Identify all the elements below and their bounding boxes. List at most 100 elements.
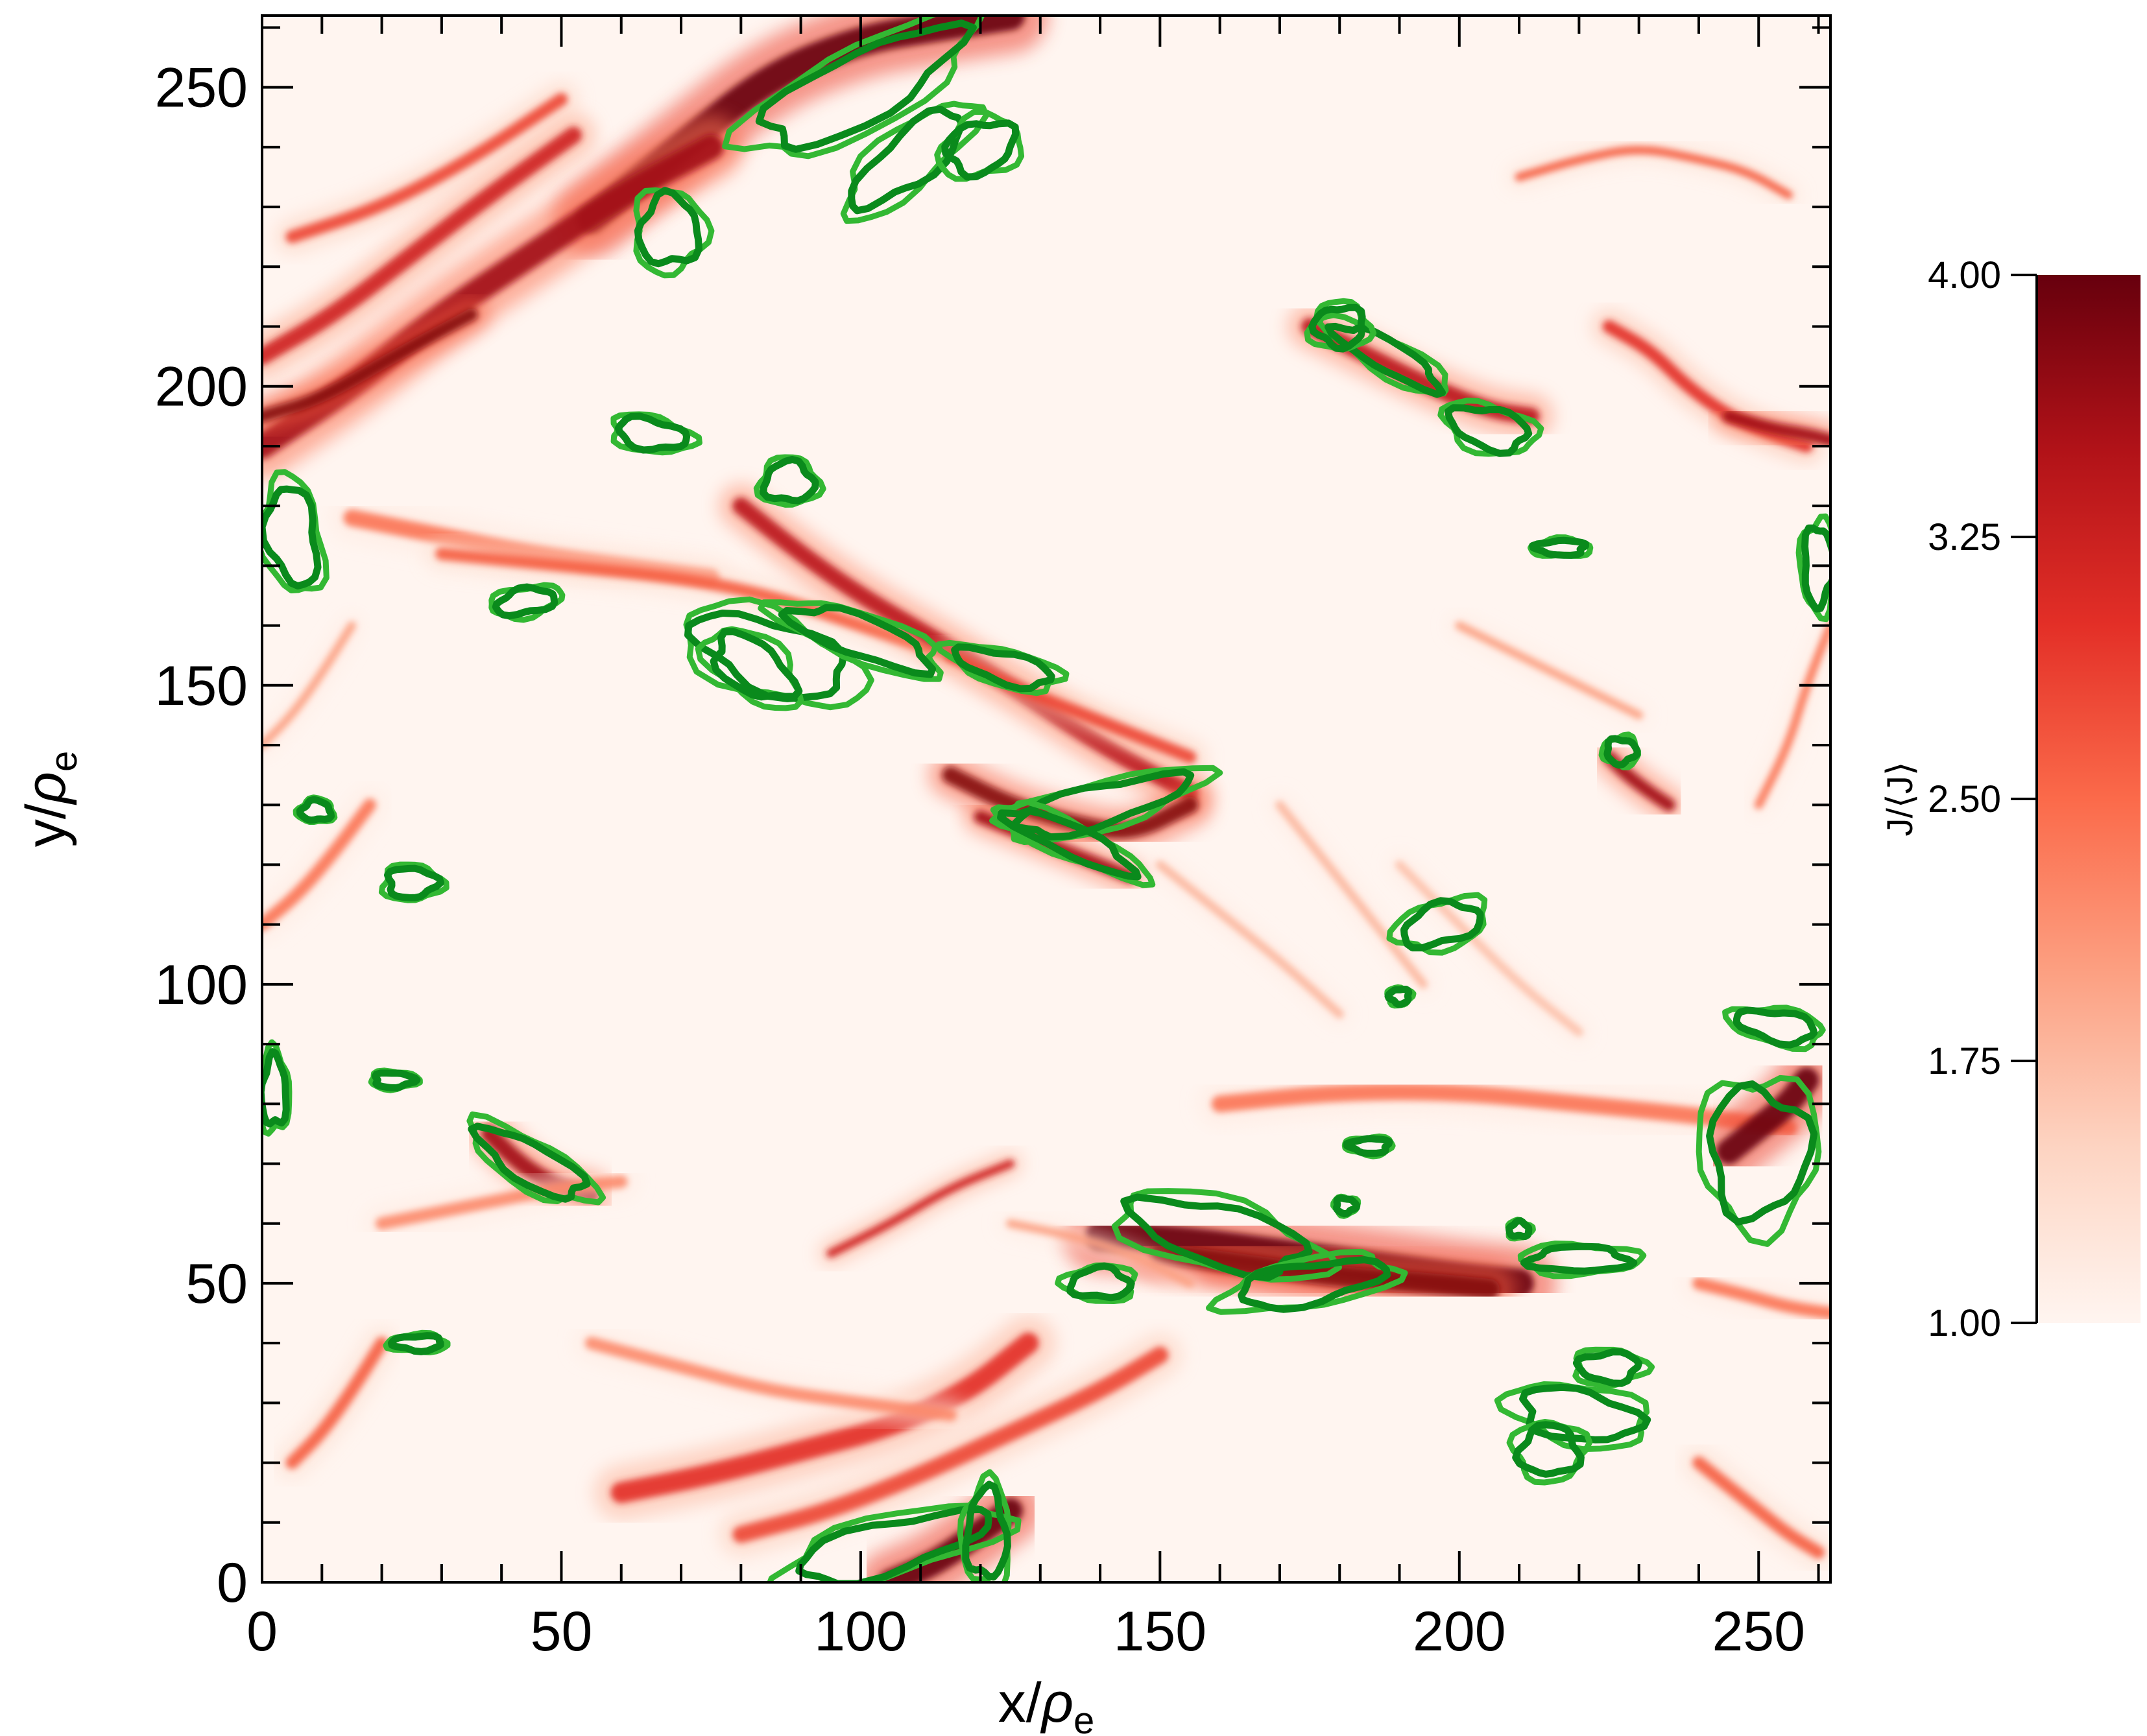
intensity-streak-28 xyxy=(1455,621,1644,720)
x-axis-label: x/ρe xyxy=(998,1672,1094,1736)
intensity-streak-14 xyxy=(1716,1067,1819,1165)
contour-outer-27 xyxy=(1206,1248,1408,1315)
contour-outer-3 xyxy=(934,109,1025,182)
x-tick-label-200: 200 xyxy=(1413,1600,1506,1663)
x-tick-label-250: 250 xyxy=(1712,1600,1806,1663)
contour-inner-31 xyxy=(262,1048,290,1128)
contour-inner-40 xyxy=(1505,1217,1533,1240)
contour-inner-10 xyxy=(492,583,558,620)
intensity-streak-13 xyxy=(1211,1083,1797,1137)
intensity-streak-29 xyxy=(1692,1456,1825,1559)
colorbar-ticks: 1.00 1.75 2.50 3.25 4.00 xyxy=(1928,254,2037,1344)
contour-inner-1 xyxy=(634,187,702,268)
contour-inner-6 xyxy=(614,412,691,454)
contour-inner-25 xyxy=(1520,1243,1638,1275)
contour-inner-7 xyxy=(760,456,819,505)
contour-inner-29 xyxy=(468,1123,591,1203)
y-tick-label-150: 150 xyxy=(155,655,248,717)
intensity-streak-35 xyxy=(584,1337,957,1421)
contour-inner-0 xyxy=(755,19,977,153)
contour-inner-23 xyxy=(1733,1006,1818,1049)
y-axis-label-greek: ρ xyxy=(15,772,77,805)
contour-outer-9 xyxy=(1795,513,1830,623)
contour-inner-14 xyxy=(951,643,1055,693)
contour-inner-35 xyxy=(1572,1348,1643,1387)
y-tick-label-50: 50 xyxy=(186,1253,248,1315)
x-axis-label-greek: ρ xyxy=(1040,1672,1074,1734)
contour-outer-4 xyxy=(1316,312,1449,397)
intensity-streak-33 xyxy=(1275,800,1428,989)
contour-outer-12 xyxy=(695,626,804,711)
y-tick-label-200: 200 xyxy=(155,356,248,418)
colorbar-tick-label-2: 2.50 xyxy=(1928,778,2001,820)
contour-inner-37 xyxy=(962,1480,1011,1581)
intensity-streak-25 xyxy=(1515,146,1793,200)
contour-inner-17 xyxy=(1529,536,1589,559)
contour-inner-28 xyxy=(1066,1262,1135,1302)
contour-inner-13 xyxy=(778,604,937,678)
contour-inner-30 xyxy=(371,1069,421,1091)
intensity-streak-2 xyxy=(262,126,582,365)
plot-frame xyxy=(261,14,1832,1584)
intensity-streak-20 xyxy=(285,1337,389,1469)
colorbar: 1.00 1.75 2.50 3.25 4.00 J/⟨J⟩ xyxy=(1879,254,2141,1344)
contour-inner-4 xyxy=(1325,322,1446,398)
contour-inner-20 xyxy=(1384,986,1413,1008)
y-tick-label-250: 250 xyxy=(155,57,248,119)
current-intensity-field xyxy=(262,16,1830,1582)
y-axis-label-subscript: e xyxy=(43,751,85,772)
colorbar-tick-label-1: 1.75 xyxy=(1928,1040,2001,1082)
contour-inner-34 xyxy=(1512,1421,1585,1478)
contour-inner-19 xyxy=(1400,897,1484,952)
contour-outer-33 xyxy=(1494,1381,1650,1453)
x-tick-label-100: 100 xyxy=(814,1600,907,1663)
contour-inner-5 xyxy=(1445,404,1533,457)
contour-inner-9 xyxy=(1801,524,1830,613)
colorbar-tick-label-4: 4.00 xyxy=(1928,254,2001,296)
intensity-streak-36 xyxy=(826,1159,1015,1258)
contour-inner-24 xyxy=(1706,1080,1818,1226)
contour-inner-18 xyxy=(1603,735,1641,769)
contour-outer-36 xyxy=(767,1503,1022,1582)
intensity-streak-22 xyxy=(262,621,356,750)
contour-inner-41 xyxy=(1308,303,1366,353)
x-tick-label-150: 150 xyxy=(1114,1600,1207,1663)
contour-inner-21 xyxy=(384,864,444,901)
intensity-streak-6 xyxy=(435,547,957,662)
intensity-streak-37 xyxy=(1006,1219,1194,1288)
intensity-streak-32 xyxy=(1155,860,1344,1019)
y-axis-label: y/ρe xyxy=(15,751,85,847)
contour-inner-32 xyxy=(387,1332,444,1355)
y-tick-label-100: 100 xyxy=(155,954,248,1016)
intensity-streak-4 xyxy=(262,308,478,423)
contour-inner-27 xyxy=(1238,1256,1391,1313)
colorbar-label: J/⟨J⟩ xyxy=(1879,761,1920,836)
contour-inner-38 xyxy=(1343,1135,1393,1157)
contour-inner-33 xyxy=(1519,1383,1651,1444)
y-axis: 0 50 100 150 200 250 xyxy=(155,26,1830,1614)
intensity-streak-16 xyxy=(375,1175,628,1230)
contour-outer-0 xyxy=(722,16,985,160)
colorbar-gradient xyxy=(2037,275,2141,1323)
x-axis-label-subscript: e xyxy=(1074,1700,1094,1736)
contour-inner-22 xyxy=(296,796,335,824)
contour-inner-16 xyxy=(997,807,1142,881)
contour-outer-8 xyxy=(262,469,330,593)
contour-inner-36 xyxy=(795,1506,992,1582)
contour-overlay xyxy=(262,16,1830,1582)
intensity-streak-3 xyxy=(285,93,568,243)
contour-inner-39 xyxy=(1333,1195,1361,1218)
y-axis-label-main: y/ xyxy=(15,803,77,847)
x-tick-label-0: 0 xyxy=(246,1600,278,1663)
contour-outer-28 xyxy=(1055,1262,1138,1304)
intensity-streak-24 xyxy=(1722,410,1830,447)
x-tick-label-50: 50 xyxy=(531,1600,593,1663)
intensity-streak-31 xyxy=(1754,621,1830,809)
intensity-streak-18 xyxy=(732,1346,1169,1543)
y-tick-label-0: 0 xyxy=(217,1552,248,1614)
x-axis: 0 50 100 150 200 250 xyxy=(246,16,1820,1663)
contour-inner-3 xyxy=(941,119,1020,181)
contour-outer-24 xyxy=(1696,1075,1822,1247)
contour-outer-13 xyxy=(758,599,944,682)
